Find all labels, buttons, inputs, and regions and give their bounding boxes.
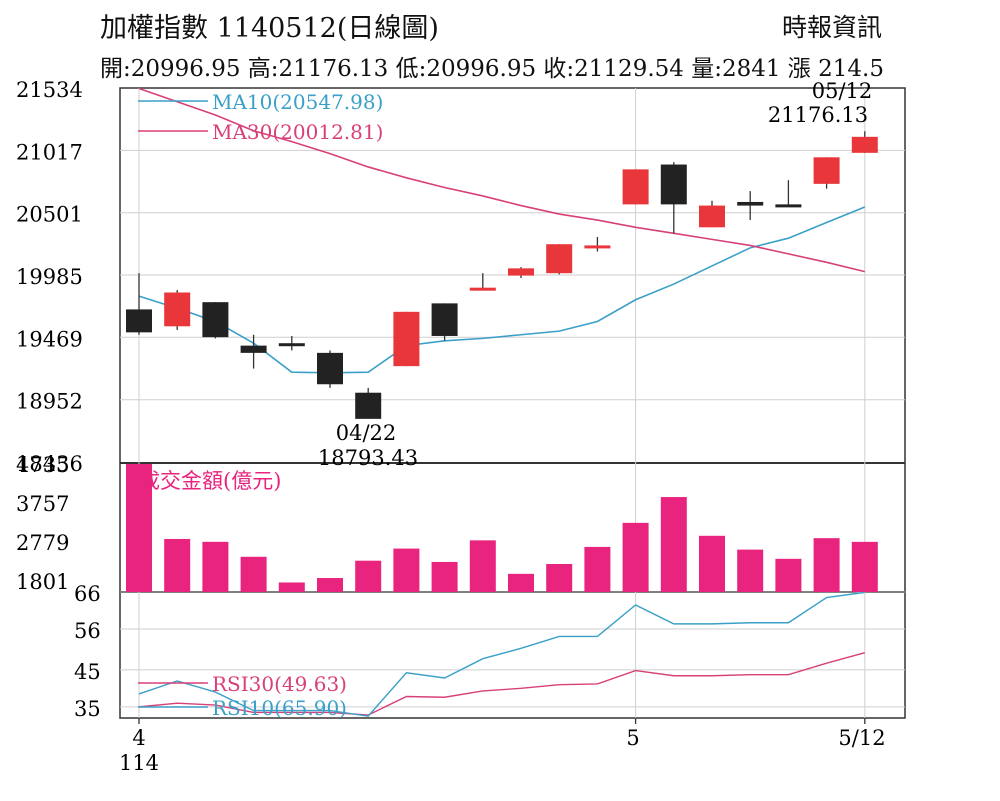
- rsi-tick-label: 35: [74, 697, 101, 721]
- volume-bar: [813, 538, 840, 592]
- volume-bar: [584, 546, 611, 592]
- candle-body: [278, 343, 305, 347]
- volume-bar: [202, 541, 229, 592]
- price-tick-label: 19469: [16, 327, 83, 351]
- candle-body: [355, 392, 382, 419]
- low-value-label: 18793.43: [318, 446, 418, 470]
- ma-line-ma30: [138, 87, 865, 273]
- volume-bar: [737, 549, 764, 592]
- volume-bar: [699, 535, 725, 592]
- candle-body: [584, 245, 611, 249]
- candle-body: [240, 345, 267, 353]
- volume-tick-label: 2779: [16, 531, 69, 555]
- price-tick-label: 20501: [16, 203, 83, 227]
- rsi-tick-label: 45: [74, 660, 101, 684]
- x-tick-label: 4: [132, 726, 145, 750]
- legend-rsi30: RSI30(49.63): [212, 672, 347, 696]
- candle-body: [508, 268, 534, 276]
- volume-bar: [317, 578, 343, 592]
- legend-ma10: MA10(20547.98): [212, 90, 383, 114]
- rsi-tick-label: 66: [74, 582, 101, 606]
- volume-bar: [431, 561, 458, 592]
- volume-tick-label: 4735: [16, 453, 69, 477]
- low-date-label: 04/22: [336, 421, 397, 445]
- volume-tick-label: 1801: [16, 570, 69, 594]
- candle-body: [164, 292, 191, 327]
- high-date-label: 05/12: [812, 79, 873, 103]
- candle-body: [622, 169, 649, 205]
- x-tick-label: 114: [119, 751, 159, 775]
- high-value-label: 21176.13: [768, 103, 868, 127]
- candle-body: [851, 136, 878, 153]
- ohlc-stats: 開:20996.95 高:21176.13 低:20996.95 收:21129…: [100, 56, 884, 82]
- candle-body: [126, 309, 152, 333]
- volume-bar: [851, 541, 878, 592]
- plot-frame: [119, 87, 906, 719]
- volume-bar: [240, 556, 267, 592]
- legend-ma30: MA30(20012.81): [212, 120, 383, 144]
- volume-bar: [508, 573, 534, 592]
- price-tick-label: 19985: [16, 265, 83, 289]
- price-tick-label: 21534: [16, 78, 83, 102]
- volume-bar: [278, 582, 305, 592]
- volume-tick-label: 3757: [16, 492, 69, 516]
- candle-body: [737, 201, 764, 206]
- candle-body: [469, 287, 496, 291]
- volume-bar: [660, 497, 687, 592]
- volume-bar: [164, 538, 191, 592]
- volume-bar: [775, 558, 802, 592]
- candle-body: [660, 164, 687, 205]
- volume-bar: [126, 464, 152, 592]
- volume-bar: [355, 560, 382, 592]
- price-tick-label: 21017: [16, 140, 83, 164]
- chart-title: 加權指數 1140512(日線圖): [100, 13, 439, 44]
- volume-bar: [546, 564, 573, 592]
- rsi-line: [138, 591, 865, 717]
- rsi-tick-label: 56: [74, 619, 101, 643]
- source-label: 時報資訊: [782, 13, 883, 42]
- rsi-line: [138, 651, 865, 716]
- volume-panel-label: 成交金額(億元): [139, 469, 281, 493]
- price-tick-label: 18436: [16, 452, 83, 476]
- candle-body: [202, 302, 229, 338]
- candle-body: [699, 205, 725, 228]
- volume-bar: [622, 522, 649, 592]
- candle-body: [546, 244, 573, 274]
- legend-rsi10: RSI10(65.90): [212, 696, 347, 720]
- candle-body: [775, 204, 802, 208]
- price-tick-label: 18952: [16, 390, 83, 414]
- x-tick-label: 5: [626, 726, 639, 750]
- x-tick-label: 5/12: [838, 726, 885, 750]
- candle-body: [393, 311, 420, 367]
- candle-body: [317, 352, 343, 385]
- volume-bar: [393, 548, 420, 592]
- candle-body: [813, 157, 840, 184]
- candle-body: [431, 303, 458, 336]
- volume-bar: [469, 540, 496, 592]
